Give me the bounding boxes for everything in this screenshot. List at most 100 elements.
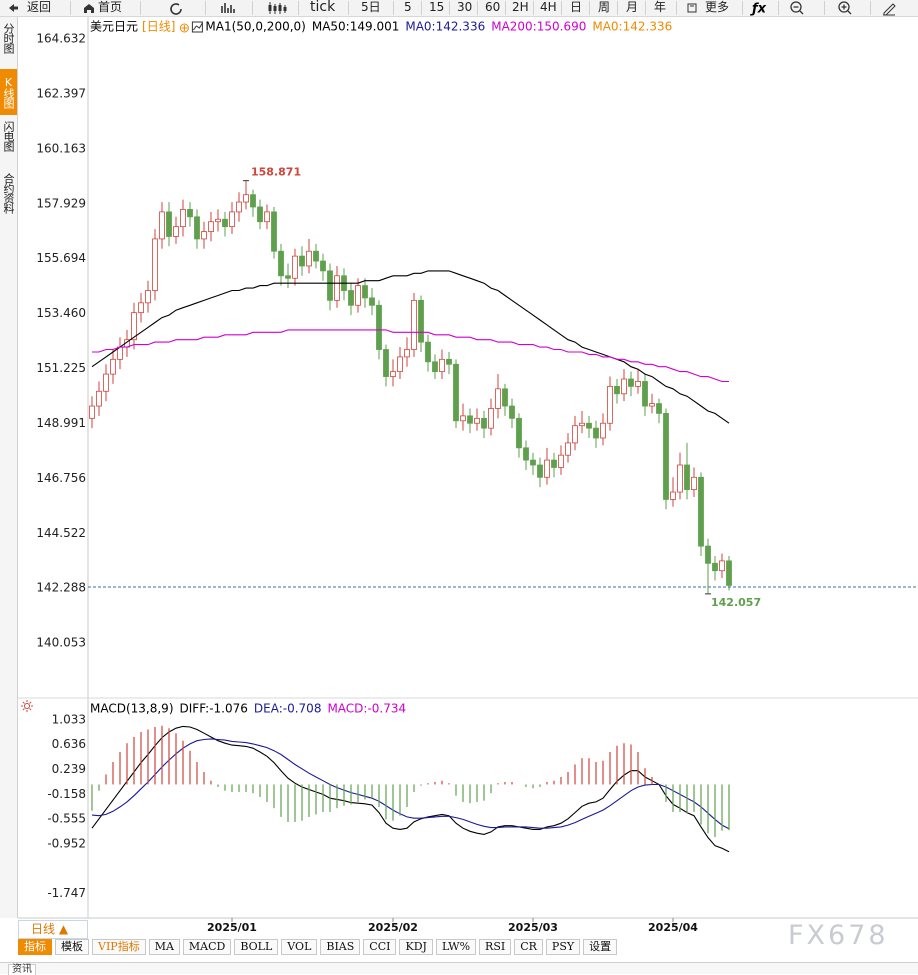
indicator-tab[interactable]: PSY (545, 939, 581, 955)
macd-bar (539, 784, 541, 787)
legend-item: MA1(50,0,200,0) (205, 20, 305, 34)
candle-body (558, 454, 564, 468)
candle-body (565, 442, 571, 456)
indicator-tab[interactable]: CCI (363, 939, 397, 955)
toolbar-button[interactable]: 5日 (361, 0, 381, 14)
macd-bar (427, 783, 429, 785)
side-tab[interactable]: 分时图 (2, 23, 15, 53)
macd-bar (630, 744, 632, 785)
macd-bar (595, 761, 597, 785)
candle-body (670, 491, 676, 500)
ma-icon (191, 21, 203, 33)
zoom-in-icon[interactable] (838, 1, 852, 15)
indicator-tab[interactable]: BOLL (234, 939, 279, 955)
indicator-tab[interactable]: VIP指标 (92, 939, 146, 955)
legend-item: DIFF:-1.076 (180, 702, 248, 716)
refresh-icon[interactable] (170, 3, 182, 15)
toolbar-button[interactable]: 4H (540, 0, 557, 14)
y-tick-label: 153.460 (36, 306, 86, 320)
chart-icon[interactable] (221, 3, 235, 13)
y-tick-label: 160.163 (36, 141, 86, 155)
home-icon[interactable] (84, 4, 94, 13)
toolbar-button[interactable]: 月 (626, 0, 639, 14)
toolbar-button[interactable]: 年 (654, 0, 667, 14)
candle-body (257, 206, 263, 223)
macd-bar (665, 784, 667, 802)
toolbar-button[interactable]: 2H (512, 0, 529, 14)
macd-line (91, 738, 730, 830)
indicator-tab[interactable]: MACD (182, 939, 232, 955)
candle-body (509, 405, 515, 419)
indicator-tab[interactable]: BIAS (320, 939, 361, 955)
candle-body (89, 405, 95, 419)
candle-body (663, 413, 669, 500)
candle-body (215, 218, 221, 223)
back-icon[interactable] (9, 4, 18, 12)
toolbar-button[interactable]: 5 (404, 0, 412, 14)
macd-bar (98, 784, 100, 791)
candle-body (145, 290, 151, 304)
candle-body (250, 194, 256, 208)
candle-body (726, 560, 732, 586)
side-tab[interactable]: K线图 (0, 69, 17, 115)
candle-body (453, 363, 459, 422)
macd-bar (672, 784, 674, 812)
zoom-out-icon[interactable] (790, 1, 804, 15)
indicator-tab[interactable]: 设置 (583, 939, 618, 955)
macd-bar (434, 781, 436, 785)
indicator-tab[interactable]: KDJ (399, 939, 433, 955)
candle-body (110, 358, 116, 375)
macd-bar (623, 743, 625, 785)
candle-body (229, 211, 235, 228)
macd-icon[interactable] (21, 700, 33, 712)
indicator-tab[interactable]: 模板 (55, 939, 89, 955)
indicator-tab[interactable]: RSI (479, 939, 512, 955)
indicator-tab[interactable]: MA (148, 939, 180, 955)
legend-item: DEA:-0.708 (254, 702, 322, 716)
fx-icon[interactable]: ƒx (750, 2, 767, 17)
period-button[interactable]: 日线 ▲ (18, 920, 88, 939)
candle-body (187, 209, 193, 218)
legend-item: MACD:-0.734 (327, 702, 406, 716)
toolbar-button[interactable]: 更多 (705, 0, 730, 14)
candle-body (446, 358, 452, 365)
legend-item: MA50:149.001 (312, 20, 400, 34)
draw-icon[interactable] (883, 3, 896, 16)
toolbar-button[interactable]: 15 (429, 0, 445, 14)
candle-body (474, 417, 480, 424)
candle-body (243, 194, 249, 203)
indicator-tab[interactable]: LW% (435, 939, 477, 955)
macd-bar (462, 784, 464, 802)
min-label: 142.057 (711, 596, 761, 609)
toolbar-button[interactable]: 周 (598, 0, 611, 14)
side-tab[interactable]: 合约资料 (2, 173, 15, 213)
macd-bar (413, 784, 415, 792)
toolbar-button[interactable]: tick (310, 0, 336, 15)
candle-body (537, 464, 543, 478)
toolbar-button[interactable]: 30 (457, 0, 473, 14)
news-tab[interactable]: 资讯 (8, 964, 36, 975)
macd-bar (252, 784, 254, 794)
macd-bar (560, 776, 562, 785)
macd-bar (399, 784, 401, 816)
more-icon[interactable] (687, 3, 697, 13)
candle-body (635, 381, 641, 387)
macd-bar (455, 784, 457, 796)
candle-icon[interactable] (269, 2, 286, 14)
indicator-tab[interactable]: CR (514, 939, 543, 955)
candle-body (208, 221, 214, 232)
candle-body (376, 304, 382, 350)
y-tick-label: 142.288 (36, 581, 86, 595)
toolbar-button[interactable]: 返回 (27, 0, 52, 14)
indicator-tab[interactable]: VOL (281, 939, 318, 955)
macd-bar (693, 784, 695, 812)
macd-bar (553, 780, 555, 785)
y-tick-label: 1.033 (52, 712, 86, 726)
candle-body (334, 275, 340, 301)
toolbar-button[interactable]: 60 (485, 0, 501, 14)
toolbar-button[interactable]: 日 (570, 0, 583, 14)
toolbar-button[interactable]: 首页 (98, 0, 123, 14)
indicator-tab[interactable]: 指标 (18, 939, 52, 955)
side-tab[interactable]: 闪电图 (2, 121, 15, 151)
